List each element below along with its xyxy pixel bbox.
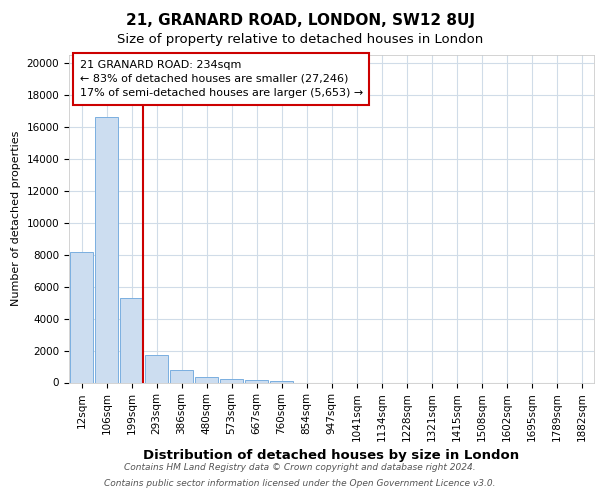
Bar bbox=[194, 377, 218, 382]
Bar bbox=[95, 118, 118, 382]
Bar bbox=[70, 252, 94, 382]
Y-axis label: Number of detached properties: Number of detached properties bbox=[11, 131, 21, 306]
Text: Contains HM Land Registry data © Crown copyright and database right 2024.: Contains HM Land Registry data © Crown c… bbox=[124, 464, 476, 472]
Text: 21, GRANARD ROAD, LONDON, SW12 8UJ: 21, GRANARD ROAD, LONDON, SW12 8UJ bbox=[125, 12, 475, 28]
Bar bbox=[119, 298, 143, 382]
Bar bbox=[170, 370, 193, 382]
Bar bbox=[245, 380, 268, 382]
Bar bbox=[269, 381, 293, 382]
Text: Size of property relative to detached houses in London: Size of property relative to detached ho… bbox=[117, 32, 483, 46]
Text: Contains public sector information licensed under the Open Government Licence v3: Contains public sector information licen… bbox=[104, 478, 496, 488]
Bar bbox=[220, 379, 244, 382]
X-axis label: Distribution of detached houses by size in London: Distribution of detached houses by size … bbox=[143, 450, 520, 462]
Bar bbox=[145, 354, 169, 382]
Text: 21 GRANARD ROAD: 234sqm
← 83% of detached houses are smaller (27,246)
17% of sem: 21 GRANARD ROAD: 234sqm ← 83% of detache… bbox=[79, 60, 363, 98]
